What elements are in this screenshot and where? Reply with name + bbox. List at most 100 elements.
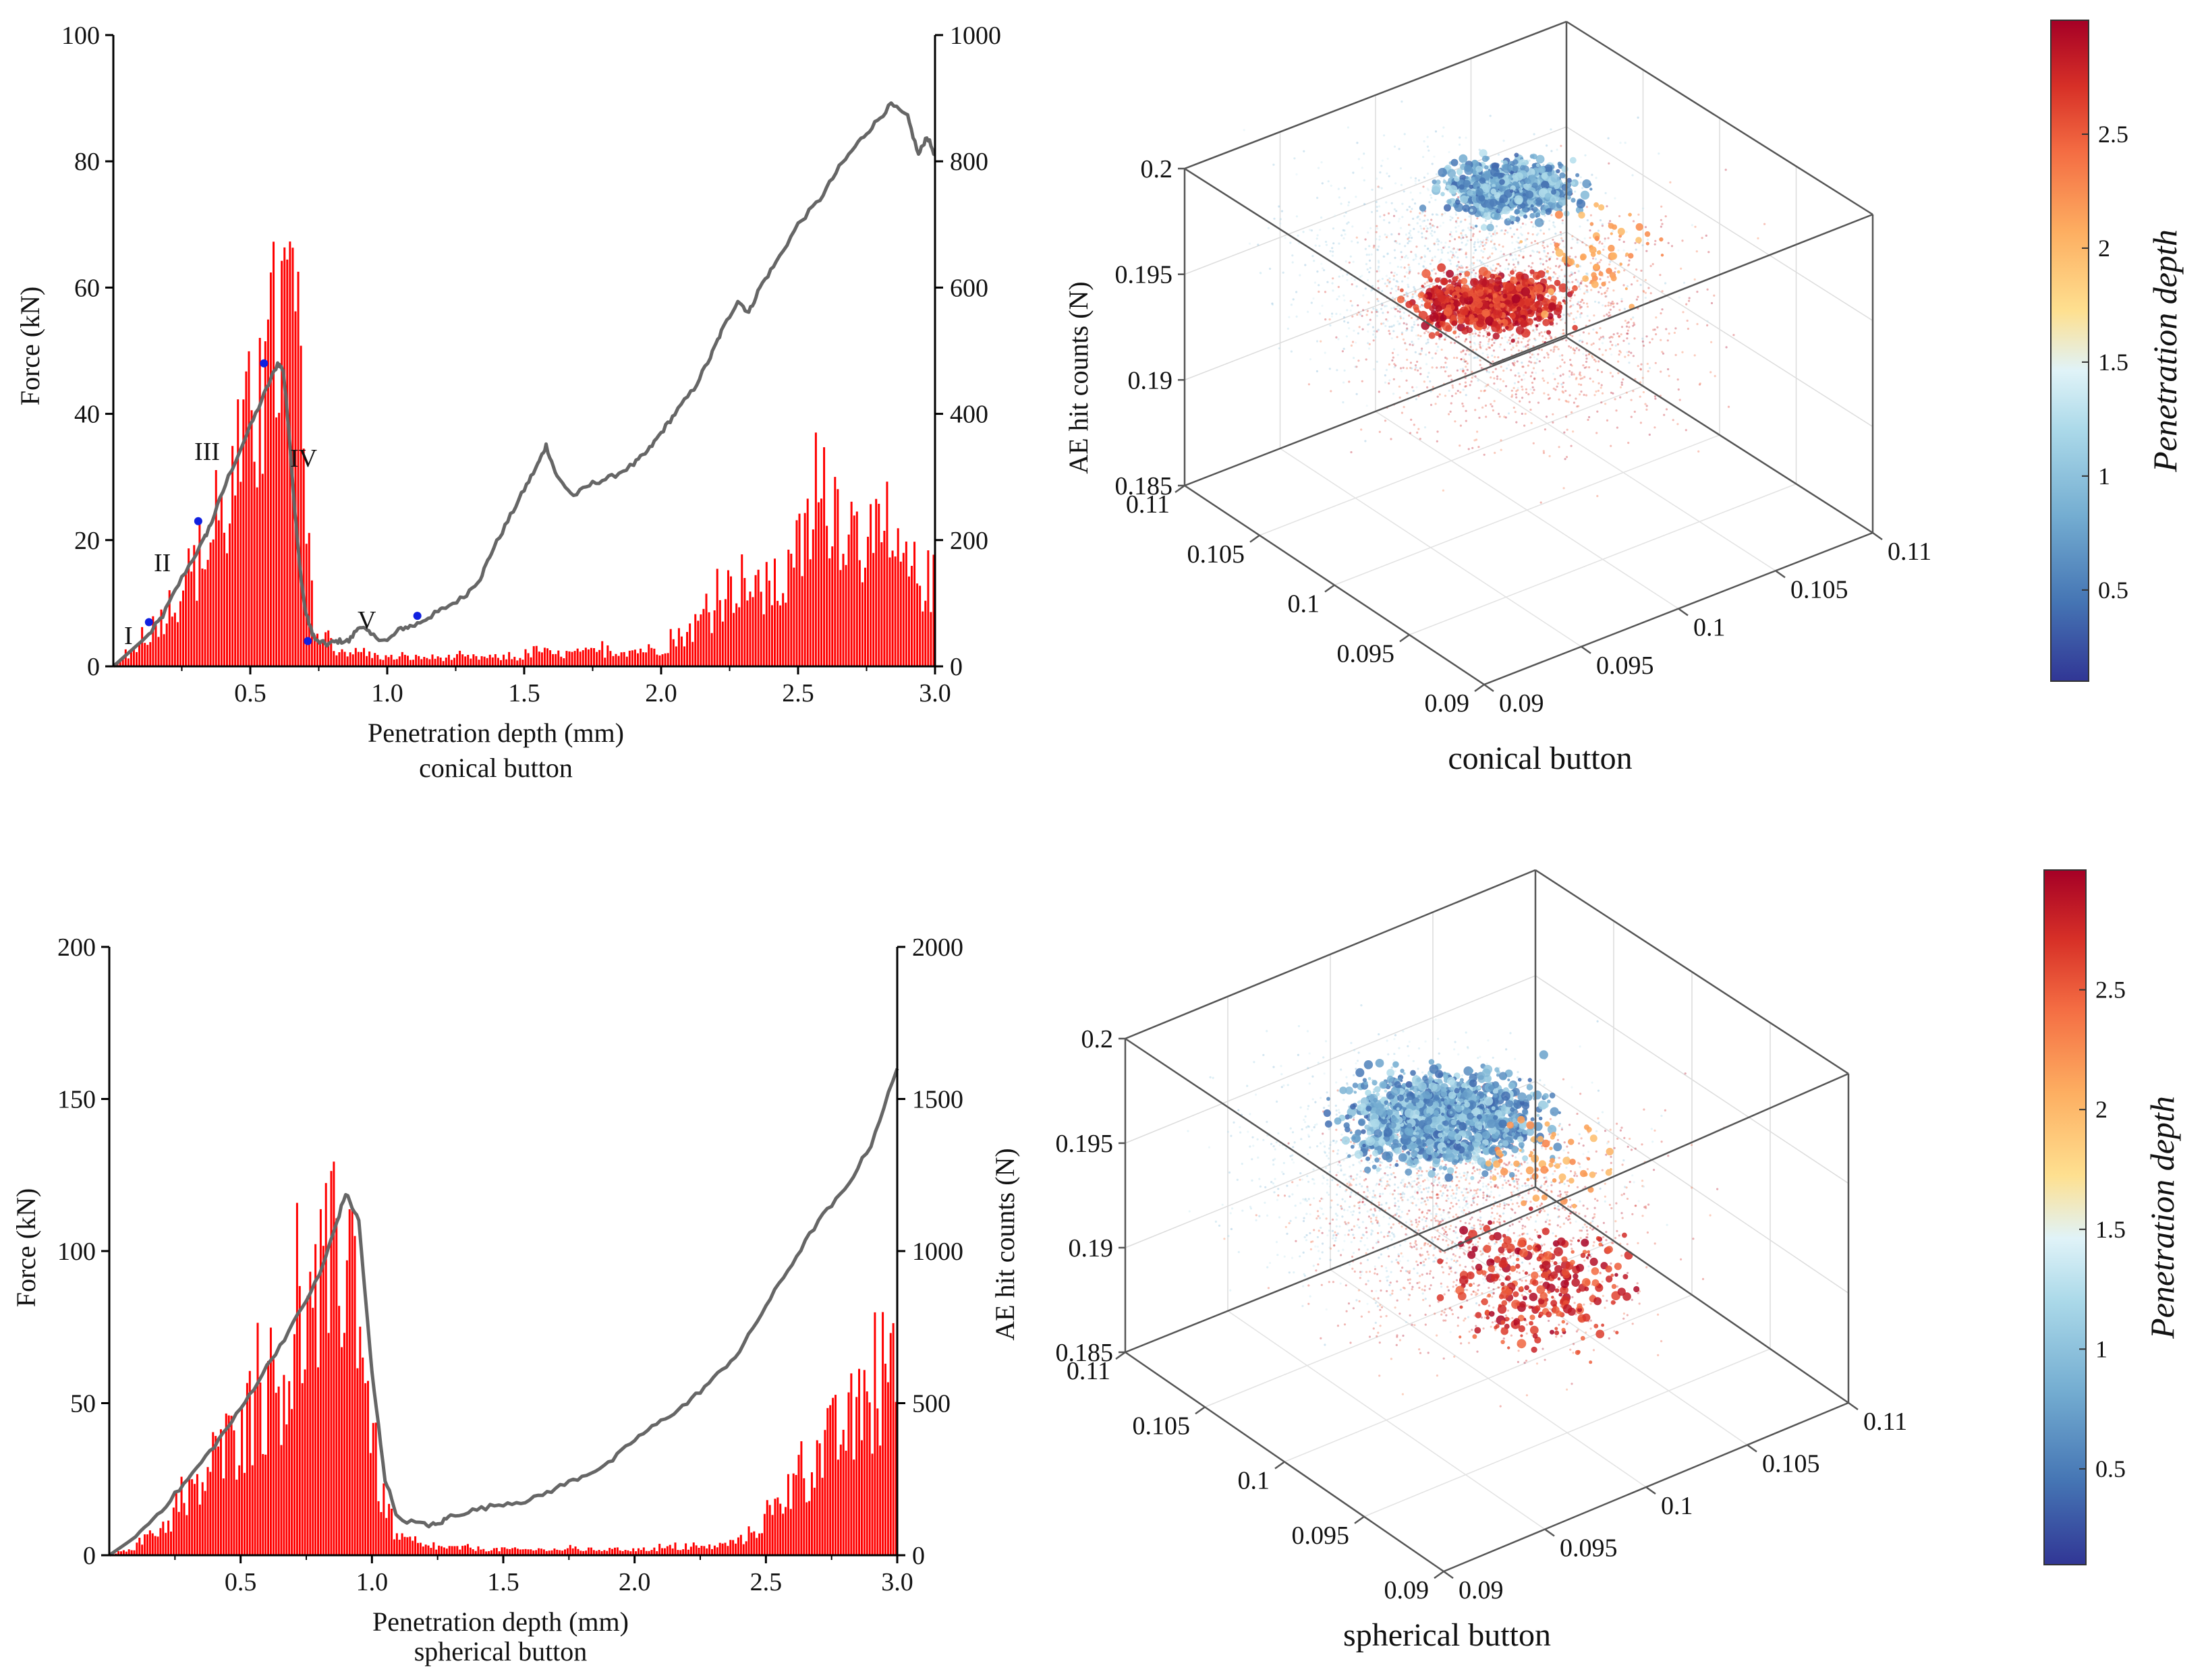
scatter-point [1591,257,1595,260]
scatter-point [1376,314,1378,317]
scatter-point [1426,386,1429,389]
scatter-point [1405,271,1408,274]
scatter-point [1597,360,1600,363]
scatter-point [1397,288,1400,291]
scatter-point [1435,331,1440,337]
scatter-point [1527,265,1530,268]
scatter-point [1257,243,1260,246]
scatter-point [1510,254,1513,256]
scatter-point [1517,340,1519,343]
y-left-tick-label: 20 [74,527,100,555]
scatter-point [1440,192,1445,197]
scatter-point [1542,335,1544,338]
scatter-point [1515,390,1518,393]
scatter-point [1531,353,1533,356]
scatter-point [1479,359,1482,362]
scatter-point [1499,389,1502,392]
scatter-point [1550,337,1553,340]
scatter-point [1541,173,1548,179]
scatter-point [1490,403,1492,406]
scatter-point [1454,199,1461,205]
scatter-point [1392,330,1395,332]
y-left-tick-label: 150 [57,1086,96,1114]
scatter-point [1465,176,1469,179]
scatter-point [1437,294,1446,303]
scatter-point [1385,368,1388,372]
scatter-point [1547,252,1550,255]
scatter-point [1454,202,1464,212]
scatter-point [1432,386,1434,388]
scatter-point [1351,240,1353,243]
scatter-point [1342,381,1345,384]
scatter-point [1337,187,1340,190]
scatter-point [1481,241,1484,243]
scatter-point [1396,295,1405,303]
scatter-point [1475,272,1477,274]
scatter-point [1546,270,1549,273]
scatter-point [1342,237,1345,239]
scatter-point [1529,174,1536,181]
scatter-point [1549,202,1556,209]
scatter-point [1440,214,1443,217]
scatter-point [1560,190,1564,194]
scatter-point [1431,229,1434,232]
scatter-point [1487,343,1490,345]
scatter-point [1653,426,1656,429]
scatter-point [1611,224,1618,230]
scatter-point [1491,354,1494,357]
scatter-point [1515,284,1523,292]
scatter-point [1557,382,1560,385]
scatter-point [1454,420,1456,423]
scatter-point [1423,301,1432,310]
scatter-point [1316,370,1318,373]
scatter-point [1569,359,1572,361]
scatter-point [1485,241,1488,244]
scatter-point [1641,340,1644,343]
scatter-point [1472,264,1475,266]
scatter-point [1427,372,1430,374]
scatter-point [1515,337,1517,340]
scatter-point [1584,284,1587,287]
scatter-point [1430,232,1432,235]
scatter-point [1655,333,1658,336]
scatter-point [1627,329,1629,332]
scatter-point [1535,212,1541,218]
scatter-point [1619,386,1622,388]
scatter-point [1579,316,1582,318]
scatter-point [1474,249,1477,252]
scatter-point [1633,276,1636,279]
scatter-point [1641,376,1644,379]
scatter-point [1474,275,1477,278]
scatter-point [1409,432,1412,434]
scatter-points [1243,100,1766,504]
scatter-point [1562,332,1564,335]
scatter-point [1459,266,1462,269]
scatter-point [1493,377,1496,380]
scatter-point [1284,237,1286,239]
scatter-point [1462,360,1465,363]
scatter-point [1537,401,1540,404]
scatter-point [1607,237,1610,239]
scatter-point [1355,285,1358,288]
scatter-point [1441,252,1444,254]
scatter-point [1423,260,1426,263]
scatter-point [1466,368,1469,372]
scatter-point [1635,298,1638,301]
scatter-point [1395,289,1398,292]
scatter-point [1412,390,1415,393]
scatter-point [1380,322,1383,325]
scatter-point [1458,236,1461,239]
scatter-point [1527,393,1530,396]
scatter-point [1392,324,1395,327]
scatter-point [1439,225,1442,227]
scatter-point [1556,169,1560,173]
scatter-point [1408,314,1411,317]
scatter-point [1357,158,1360,161]
scatter-point [1560,259,1562,262]
scatter-point [1464,381,1467,384]
scatter-point [1463,179,1471,188]
scatter-point [1410,250,1413,254]
scatter-point [1487,356,1490,359]
scatter-point [1477,241,1479,243]
scatter-point [1343,229,1346,232]
